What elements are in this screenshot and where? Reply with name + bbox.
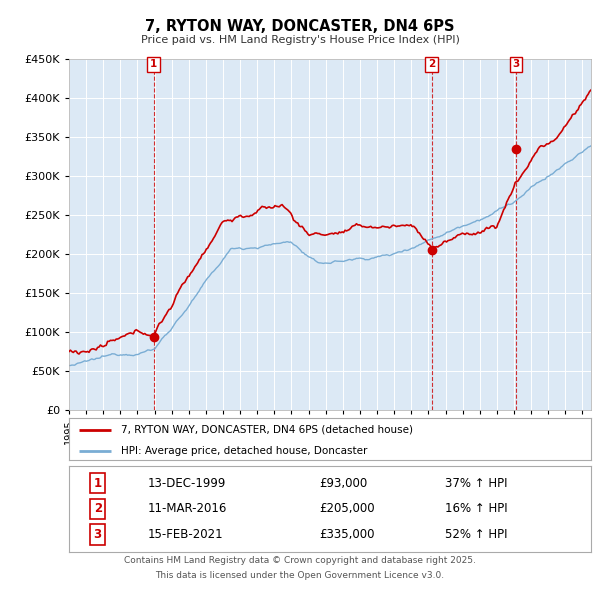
Text: Contains HM Land Registry data © Crown copyright and database right 2025.: Contains HM Land Registry data © Crown c… <box>124 556 476 565</box>
Text: 3: 3 <box>94 528 102 541</box>
Text: 11-MAR-2016: 11-MAR-2016 <box>148 502 227 516</box>
Text: 13-DEC-1999: 13-DEC-1999 <box>148 477 226 490</box>
Text: This data is licensed under the Open Government Licence v3.0.: This data is licensed under the Open Gov… <box>155 571 445 579</box>
Text: 7, RYTON WAY, DONCASTER, DN4 6PS (detached house): 7, RYTON WAY, DONCASTER, DN4 6PS (detach… <box>121 425 413 435</box>
Text: 2: 2 <box>428 60 435 70</box>
Text: 1: 1 <box>94 477 102 490</box>
Text: £335,000: £335,000 <box>320 528 375 541</box>
Text: 37% ↑ HPI: 37% ↑ HPI <box>445 477 508 490</box>
Text: 2: 2 <box>94 502 102 516</box>
Text: 1: 1 <box>150 60 157 70</box>
Text: HPI: Average price, detached house, Doncaster: HPI: Average price, detached house, Donc… <box>121 446 368 456</box>
Text: 7, RYTON WAY, DONCASTER, DN4 6PS: 7, RYTON WAY, DONCASTER, DN4 6PS <box>145 19 455 34</box>
Text: 16% ↑ HPI: 16% ↑ HPI <box>445 502 508 516</box>
Text: 52% ↑ HPI: 52% ↑ HPI <box>445 528 508 541</box>
Text: 15-FEB-2021: 15-FEB-2021 <box>148 528 223 541</box>
Text: 3: 3 <box>512 60 520 70</box>
Text: £205,000: £205,000 <box>320 502 375 516</box>
Text: £93,000: £93,000 <box>320 477 368 490</box>
Text: Price paid vs. HM Land Registry's House Price Index (HPI): Price paid vs. HM Land Registry's House … <box>140 35 460 45</box>
